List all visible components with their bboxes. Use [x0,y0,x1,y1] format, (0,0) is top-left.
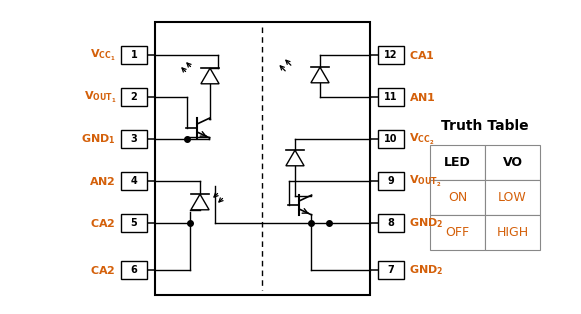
Text: $\mathbf{CA2}$: $\mathbf{CA2}$ [91,264,116,276]
Text: $\mathbf{CA1}$: $\mathbf{CA1}$ [409,49,435,61]
Bar [485,145,540,180]
Bar [430,180,485,215]
Text: OFF: OFF [446,226,469,239]
Bar [121,88,147,106]
Text: 5: 5 [131,218,137,228]
Text: $\mathbf{V_{OUT_2}}$: $\mathbf{V_{OUT_2}}$ [409,173,441,188]
Text: $\mathbf{V_{CC_1}}$: $\mathbf{V_{CC_1}}$ [91,47,116,62]
Bar [378,261,404,279]
Bar [378,172,404,190]
Text: $\mathbf{V_{OUT_1}}$: $\mathbf{V_{OUT_1}}$ [84,89,116,105]
Bar [121,214,147,232]
Text: $\mathbf{V_{CC_2}}$: $\mathbf{V_{CC_2}}$ [409,132,435,147]
Text: 11: 11 [384,92,398,102]
Text: 12: 12 [384,50,398,60]
Bar [485,180,540,215]
Text: ON: ON [448,191,467,204]
Bar [121,261,147,279]
Bar [155,22,370,295]
Text: 8: 8 [388,218,394,228]
Text: LOW: LOW [498,191,527,204]
Bar [378,46,404,64]
Text: 6: 6 [131,265,137,275]
Text: $\mathbf{CA2}$: $\mathbf{CA2}$ [91,217,116,229]
Text: 9: 9 [388,176,394,186]
Bar [121,172,147,190]
Polygon shape [311,67,329,83]
Bar [378,88,404,106]
Text: Truth Table: Truth Table [441,119,529,133]
Polygon shape [191,194,209,210]
Bar [121,130,147,148]
Text: $\mathbf{AN1}$: $\mathbf{AN1}$ [409,91,436,103]
Text: 7: 7 [388,265,394,275]
Bar [378,214,404,232]
Bar [430,145,485,180]
Text: $\mathbf{GND_2}$: $\mathbf{GND_2}$ [409,216,443,230]
Bar [485,215,540,250]
Text: 1: 1 [131,50,137,60]
Bar [430,215,485,250]
Bar [121,46,147,64]
Text: 4: 4 [131,176,137,186]
Text: VO: VO [503,156,522,169]
Text: HIGH: HIGH [496,226,529,239]
Text: $\mathbf{GND_2}$: $\mathbf{GND_2}$ [409,263,443,277]
Text: LED: LED [444,156,471,169]
Polygon shape [201,68,219,84]
Text: 10: 10 [384,134,398,144]
Text: $\mathbf{AN2}$: $\mathbf{AN2}$ [89,175,116,187]
Polygon shape [286,150,304,166]
Text: 2: 2 [131,92,137,102]
Bar [378,130,404,148]
Text: $\mathbf{GND_1}$: $\mathbf{GND_1}$ [81,132,116,146]
Text: 3: 3 [131,134,137,144]
